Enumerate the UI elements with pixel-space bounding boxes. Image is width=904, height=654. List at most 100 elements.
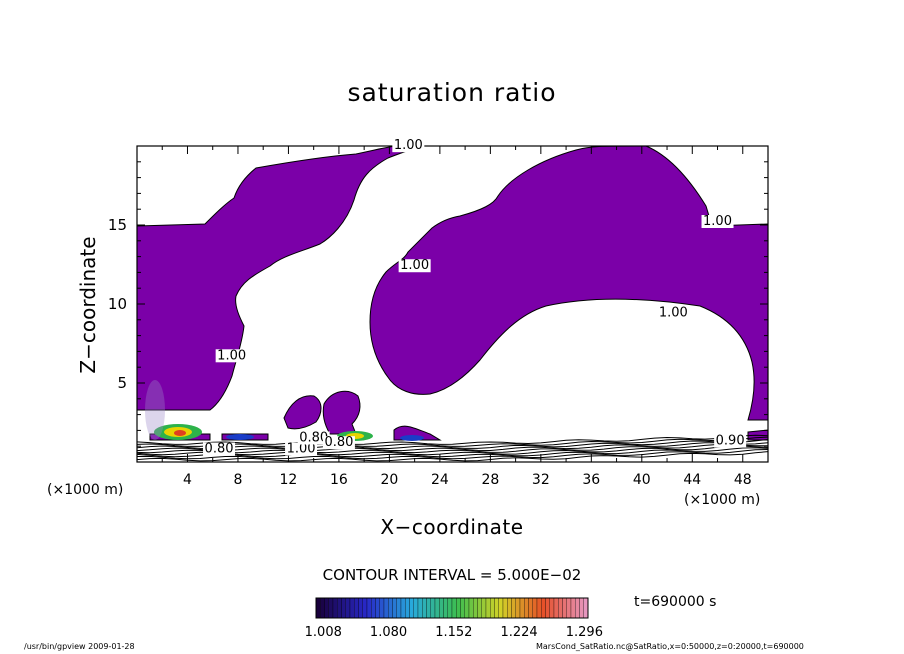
- colorbar-segment: [473, 597, 478, 619]
- contour-label-bg: [714, 434, 747, 448]
- y-axis-ticks: [137, 161, 768, 447]
- colorbar-tick-labels: 1.008 1.080 1.152 1.224 1.296: [305, 625, 603, 640]
- x-tick-labels: 4 8 12 16 20 24 28 32 36 40 44 48: [183, 472, 752, 488]
- contour-label-bg: [701, 215, 734, 228]
- colorbar-segment: [528, 597, 533, 619]
- colorbar-segment: [417, 597, 423, 619]
- colorbar-tick-label: 1.224: [500, 625, 537, 640]
- saturation-fill-regions: [136, 145, 769, 441]
- colorbar-segment: [536, 597, 542, 619]
- colorbar-segment: [324, 597, 329, 619]
- colorbar-segment: [549, 597, 555, 619]
- colorbar-segment: [579, 597, 584, 619]
- colorbar-segment: [456, 597, 461, 619]
- colorbar-segment: [481, 597, 487, 619]
- colorbar-segment: [379, 597, 385, 619]
- colorbar-segment: [341, 597, 346, 619]
- x-unit-label-right: (×1000 m): [684, 492, 761, 508]
- contour-label: 1.00: [400, 258, 429, 273]
- colorbar-segment: [460, 597, 465, 619]
- colorbar-tick-label: 1.080: [370, 625, 407, 640]
- colorbar-segment: [464, 597, 470, 619]
- colorbar-segment: [371, 597, 376, 619]
- contour-label: 1.00: [394, 138, 423, 153]
- ground-contour-line: [136, 442, 769, 452]
- y-axis-label: Z−coordinate: [76, 236, 100, 374]
- x-tick-label: 36: [582, 472, 600, 488]
- colorbar-segment: [468, 597, 474, 619]
- colorbar-frame: [315, 597, 589, 619]
- contour-label: 0.90: [716, 434, 745, 449]
- left-upper-region: [136, 145, 421, 411]
- contour-label-bg: [322, 436, 355, 450]
- colorbar-segment: [524, 597, 529, 619]
- x-tick-label: 44: [683, 472, 701, 488]
- colorbar-segment: [451, 597, 457, 619]
- colorbar-segment: [375, 597, 380, 619]
- colorbar-segment: [583, 597, 589, 619]
- time-label: t=690000 s: [634, 594, 717, 610]
- contour-label-bg: [297, 431, 330, 445]
- x-unit-label-left: (×1000 m): [47, 482, 124, 498]
- colorbar-segment: [439, 597, 444, 619]
- colorbar-segment: [358, 597, 363, 619]
- y-tick-label: 5: [117, 374, 127, 392]
- colorbar-segment: [502, 597, 508, 619]
- ground-contour-line: [136, 444, 769, 454]
- colorbar-segment: [383, 597, 389, 619]
- contour-label: 0.80: [205, 442, 234, 457]
- y-tick-label: 10: [108, 295, 127, 313]
- colorbar-segment: [485, 597, 491, 619]
- contour-label: 1.00: [659, 306, 688, 321]
- footer-right: MarsCond_SatRatio.nc@SatRatio,x=0:50000,…: [536, 642, 804, 651]
- chart-title: saturation ratio: [347, 78, 557, 107]
- colorbar-segment: [422, 597, 427, 619]
- contour-label-bg: [203, 442, 236, 456]
- x-tick-label: 48: [734, 472, 752, 488]
- colorbar-segment: [566, 597, 572, 619]
- colorbar-segment: [328, 597, 334, 619]
- ground-contour-line: [136, 451, 769, 462]
- colorbar-segment: [507, 597, 512, 619]
- contour-label-bg: [657, 306, 690, 320]
- colorbar-segment: [545, 597, 550, 619]
- colorbar-segment: [332, 597, 338, 619]
- colorbar-tick-label: 1.296: [566, 625, 603, 640]
- colorbar-segment: [541, 597, 546, 619]
- ground-contour-line: [136, 449, 769, 460]
- contour-interval-label: CONTOUR INTERVAL = 5.000E−02: [322, 566, 582, 584]
- contour-label: 1.00: [287, 442, 316, 457]
- y-tick-label: 15: [108, 216, 127, 234]
- x-tick-label: 40: [633, 472, 651, 488]
- contour-label-bg: [398, 259, 431, 273]
- colorbar-segment: [362, 597, 368, 619]
- colorbar-segment: [320, 597, 325, 619]
- colorbar-tick-label: 1.152: [435, 625, 472, 640]
- x-tick-label: 20: [380, 472, 398, 488]
- contour-labels: 1.001.001.001.001.000.80 1.000.800.80 0.90: [203, 138, 747, 457]
- x-tick-label: 16: [330, 472, 348, 488]
- x-tick-label: 24: [431, 472, 449, 488]
- small-blob-a: [283, 395, 322, 430]
- ground-contour-line: [136, 439, 769, 450]
- colorbar-segment: [498, 597, 504, 619]
- ground-contour-line: [136, 434, 769, 445]
- ground-contour-lines: [136, 434, 769, 462]
- colorbar-segment: [434, 597, 440, 619]
- contour-label: 0.80: [299, 430, 328, 445]
- footer-left: /usr/bin/gpview 2009-01-28: [24, 642, 135, 651]
- colorbar-segment: [570, 597, 576, 619]
- contour-label: 0.80: [324, 435, 353, 450]
- ground-contour-line: [136, 447, 769, 458]
- ground-contour-line: [136, 436, 769, 447]
- colorbar-segment: [349, 597, 355, 619]
- saturation-cores: [145, 380, 424, 441]
- colorbar-tick-label: 1.008: [305, 625, 342, 640]
- colorbar-segment: [494, 597, 499, 619]
- contour-label-bg: [215, 349, 248, 363]
- colorbar-segment: [405, 597, 410, 619]
- colorbar-segment: [345, 597, 351, 619]
- x-axis-ticks: [161, 146, 744, 462]
- x-tick-label: 4: [183, 472, 192, 488]
